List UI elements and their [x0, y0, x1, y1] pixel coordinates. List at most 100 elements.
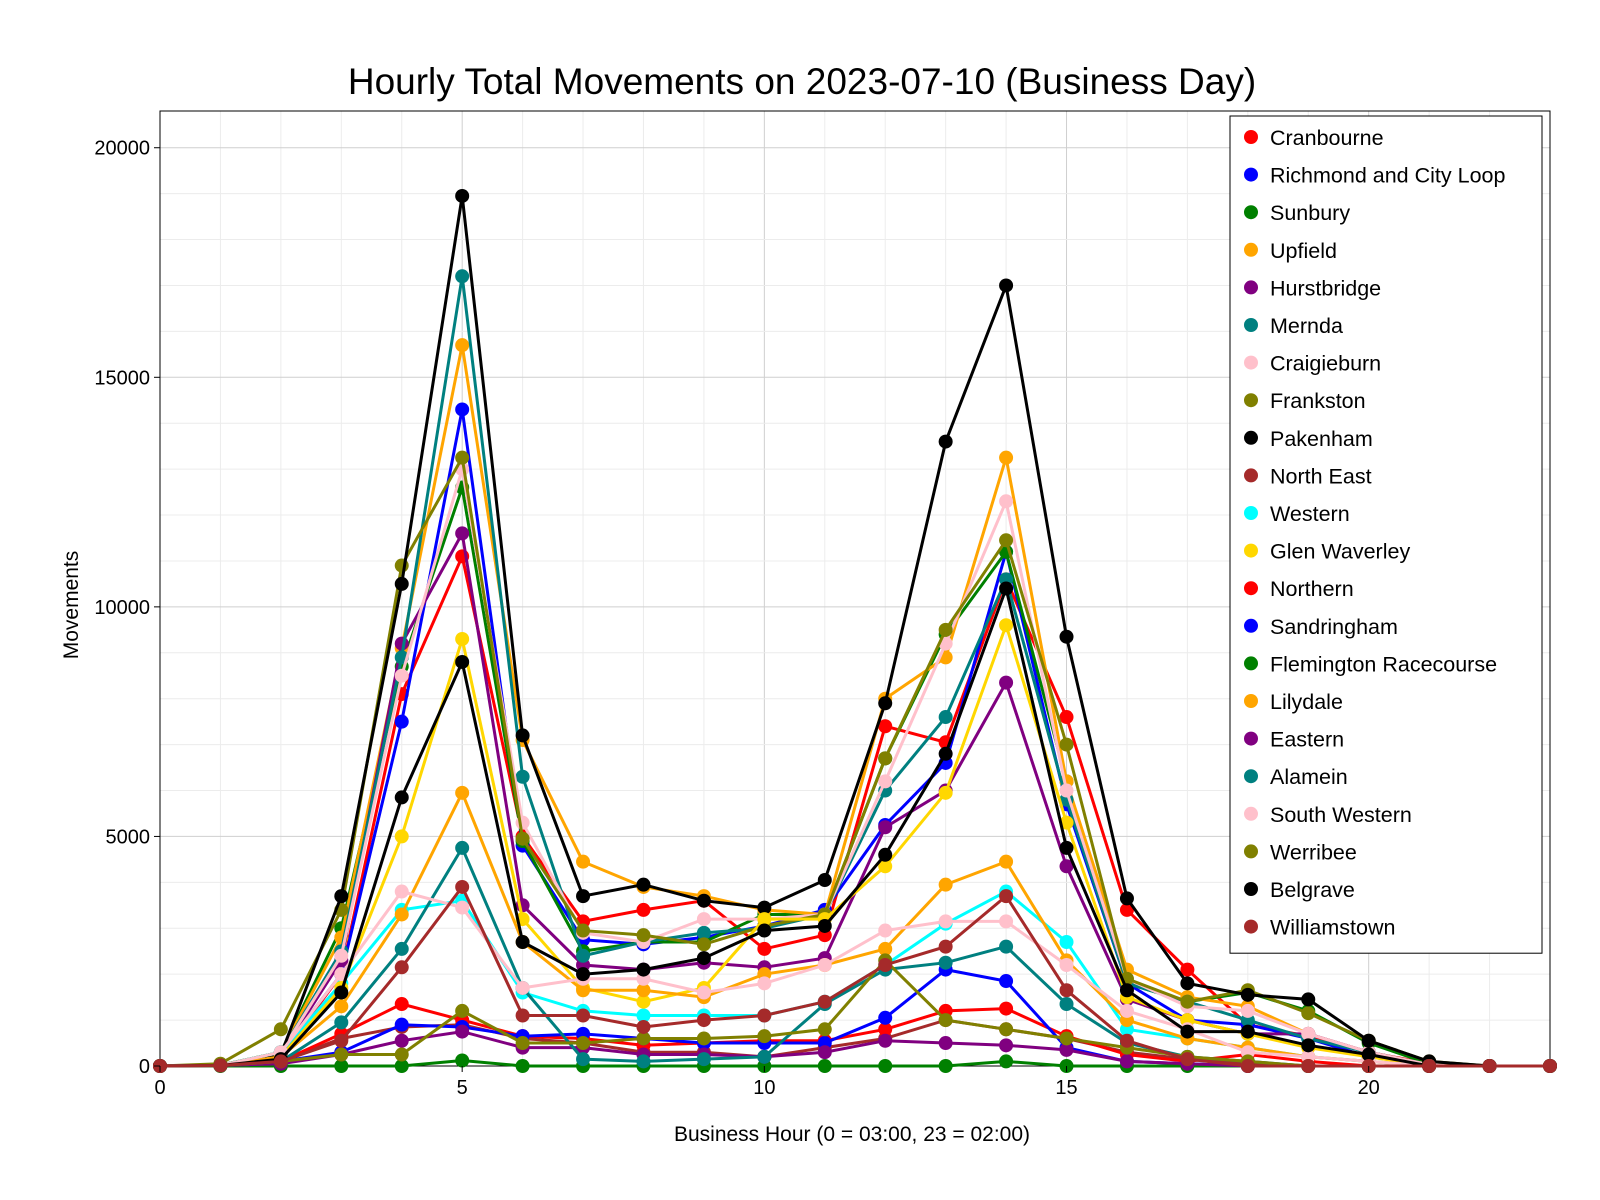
data-point-williamstown	[1301, 1059, 1316, 1073]
data-point-williamstown	[1119, 1033, 1134, 1048]
data-point-frankston	[1301, 1006, 1316, 1021]
data-point-belgrave	[1301, 1038, 1316, 1053]
data-point-williamstown	[636, 1019, 651, 1034]
data-point-western	[1059, 935, 1074, 950]
legend-label-lilydale: Lilydale	[1270, 690, 1343, 714]
data-point-belgrave	[394, 790, 409, 805]
data-point-werribee	[636, 1031, 651, 1046]
data-point-glen-waverley	[938, 785, 953, 800]
legend-marker-northern	[1244, 581, 1258, 596]
data-point-williamstown	[213, 1058, 228, 1073]
data-point-pakenham	[696, 893, 711, 908]
legend-label-eastern: Eastern	[1270, 728, 1344, 752]
legend-label-richmond-and-city-loop: Richmond and City Loop	[1270, 164, 1505, 188]
x-tick-label: 20	[1358, 1077, 1380, 1099]
data-point-northern	[878, 1022, 893, 1037]
data-point-frankston	[696, 937, 711, 952]
series-line-mernda	[159, 276, 1550, 1068]
legend-box	[1229, 115, 1543, 954]
series-williamstown	[153, 879, 1557, 1073]
data-point-werribee	[696, 1031, 711, 1046]
data-point-eastern	[817, 1045, 832, 1060]
data-point-hurstbridge	[999, 675, 1014, 690]
data-point-pakenham	[1059, 629, 1074, 644]
legend-marker-glen-waverley	[1244, 543, 1258, 558]
data-point-south-western	[1119, 1003, 1134, 1018]
series-line-pakenham	[159, 195, 1550, 1068]
data-point-belgrave	[1059, 840, 1074, 855]
data-point-frankston	[515, 831, 530, 846]
data-point-flemington-racecourse	[515, 1059, 530, 1073]
data-point-mernda	[576, 948, 591, 963]
data-point-belgrave	[455, 654, 470, 669]
legend-marker-flemington-racecourse	[1244, 656, 1258, 671]
x-tick-label: 0	[154, 1077, 165, 1099]
data-point-south-western	[938, 914, 953, 929]
data-point-pakenham	[455, 188, 470, 203]
data-point-flemington-racecourse	[394, 1059, 409, 1073]
data-point-frankston	[636, 928, 651, 943]
legend-marker-frankston	[1244, 393, 1258, 408]
data-point-upfield	[576, 854, 591, 869]
data-point-craigieburn	[334, 948, 349, 963]
data-point-south-western	[455, 900, 470, 915]
data-point-lilydale	[394, 907, 409, 922]
data-point-lilydale	[455, 785, 470, 800]
data-point-south-western	[394, 884, 409, 899]
data-point-williamstown	[1180, 1052, 1195, 1067]
data-point-belgrave	[334, 985, 349, 1000]
series-line-south-western	[159, 889, 1550, 1068]
data-point-williamstown	[515, 1008, 530, 1023]
data-point-eastern	[938, 1036, 953, 1051]
data-point-alamein	[696, 1052, 711, 1067]
legend-marker-alamein	[1244, 769, 1258, 784]
data-point-williamstown	[455, 879, 470, 894]
data-point-eastern	[878, 1033, 893, 1048]
y-tick-label: 10000	[94, 597, 150, 619]
data-point-pakenham	[1240, 987, 1255, 1002]
data-point-alamein	[938, 955, 953, 970]
data-point-belgrave	[576, 967, 591, 982]
legend-label-sunbury: Sunbury	[1270, 201, 1350, 225]
data-point-pakenham	[394, 576, 409, 591]
data-point-belgrave	[878, 847, 893, 862]
chart-title: Hourly Total Movements on 2023-07-10 (Bu…	[348, 61, 1256, 102]
data-point-glen-waverley	[999, 618, 1014, 633]
data-point-south-western	[817, 957, 832, 972]
legend-marker-north-east	[1244, 468, 1258, 483]
data-point-williamstown	[394, 960, 409, 975]
data-point-werribee	[394, 1047, 409, 1062]
y-tick-label: 20000	[94, 138, 150, 160]
data-point-belgrave	[999, 581, 1014, 596]
legend-label-western: Western	[1270, 502, 1350, 526]
data-point-glen-waverley	[878, 859, 893, 874]
data-point-eastern	[1059, 1042, 1074, 1057]
data-point-pakenham	[515, 728, 530, 743]
data-point-cranbourne	[757, 941, 772, 956]
legend-label-cranbourne: Cranbourne	[1270, 126, 1384, 150]
data-point-alamein	[455, 840, 470, 855]
series-line-frankston	[159, 453, 1550, 1068]
data-point-south-western	[696, 985, 711, 1000]
legend-marker-sunbury	[1244, 205, 1258, 220]
data-point-williamstown	[1482, 1059, 1497, 1073]
data-point-craigieburn	[1059, 783, 1074, 798]
data-point-glen-waverley	[636, 994, 651, 1009]
legend-marker-mernda	[1244, 318, 1258, 332]
data-point-frankston	[938, 622, 953, 637]
data-point-belgrave	[1180, 1024, 1195, 1039]
data-point-lilydale	[878, 941, 893, 956]
data-point-belgrave	[696, 951, 711, 966]
x-tick-label: 15	[1055, 1077, 1077, 1099]
data-point-craigieburn	[696, 912, 711, 927]
data-point-williamstown	[1422, 1059, 1437, 1073]
data-point-craigieburn	[1240, 1003, 1255, 1018]
data-point-pakenham	[636, 877, 651, 892]
data-point-belgrave	[1119, 983, 1134, 998]
legend-label-frankston: Frankston	[1270, 389, 1366, 413]
data-point-williamstown	[273, 1054, 288, 1069]
data-point-alamein	[576, 1052, 591, 1067]
data-point-craigieburn	[515, 815, 530, 830]
data-point-flemington-racecourse	[938, 1059, 953, 1073]
